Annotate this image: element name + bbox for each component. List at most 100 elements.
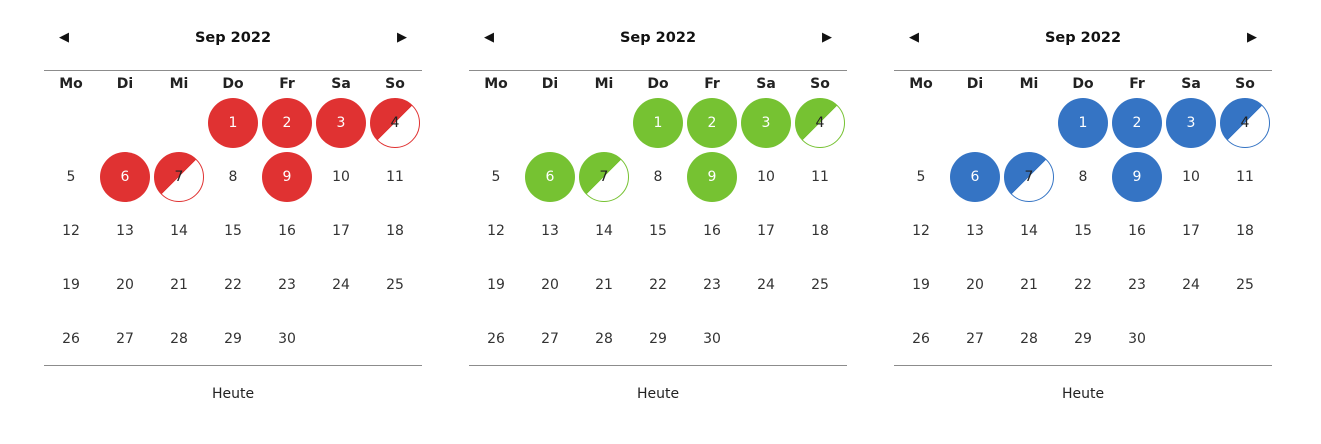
day-cell-booked[interactable]: 3: [314, 96, 368, 150]
day-cell[interactable]: 27: [523, 312, 577, 366]
day-cell[interactable]: 20: [523, 258, 577, 312]
day-cell[interactable]: 24: [739, 258, 793, 312]
day-cell[interactable]: 16: [260, 204, 314, 258]
day-cell[interactable]: 26: [44, 312, 98, 366]
day-cell[interactable]: 10: [739, 150, 793, 204]
day-cell[interactable]: 17: [314, 204, 368, 258]
day-cell[interactable]: 12: [44, 204, 98, 258]
day-cell[interactable]: 14: [577, 204, 631, 258]
day-cell[interactable]: 29: [631, 312, 685, 366]
day-cell[interactable]: 20: [948, 258, 1002, 312]
day-cell[interactable]: 24: [1164, 258, 1218, 312]
day-cell[interactable]: 14: [152, 204, 206, 258]
day-cell[interactable]: 11: [793, 150, 847, 204]
today-button[interactable]: Heute: [1033, 380, 1133, 408]
day-cell[interactable]: 26: [894, 312, 948, 366]
day-cell[interactable]: 21: [577, 258, 631, 312]
day-cell[interactable]: 16: [685, 204, 739, 258]
day-cell-booked[interactable]: 1: [631, 96, 685, 150]
day-cell-booked[interactable]: 6: [523, 150, 577, 204]
day-cell[interactable]: 27: [98, 312, 152, 366]
day-cell[interactable]: 13: [523, 204, 577, 258]
day-cell[interactable]: 23: [685, 258, 739, 312]
day-cell-booked[interactable]: 9: [685, 150, 739, 204]
next-month-button[interactable]: ▶: [811, 22, 843, 54]
day-cell-booked[interactable]: 3: [739, 96, 793, 150]
day-cell[interactable]: 5: [469, 150, 523, 204]
day-cell[interactable]: 28: [152, 312, 206, 366]
day-cell[interactable]: 17: [739, 204, 793, 258]
today-button[interactable]: Heute: [608, 380, 708, 408]
day-cell[interactable]: 8: [206, 150, 260, 204]
day-cell[interactable]: 11: [1218, 150, 1272, 204]
day-cell[interactable]: 18: [368, 204, 422, 258]
day-cell[interactable]: 20: [98, 258, 152, 312]
day-cell[interactable]: 21: [152, 258, 206, 312]
day-cell-booked[interactable]: 9: [1110, 150, 1164, 204]
day-cell[interactable]: 27: [948, 312, 1002, 366]
day-cell[interactable]: 23: [1110, 258, 1164, 312]
prev-month-button[interactable]: ◀: [48, 22, 80, 54]
day-cell-partial[interactable]: 7: [1002, 150, 1056, 204]
day-cell[interactable]: 18: [793, 204, 847, 258]
day-cell[interactable]: 21: [1002, 258, 1056, 312]
day-cell[interactable]: 30: [260, 312, 314, 366]
day-cell[interactable]: 15: [1056, 204, 1110, 258]
day-cell[interactable]: 30: [685, 312, 739, 366]
day-cell[interactable]: 14: [1002, 204, 1056, 258]
day-cell[interactable]: 5: [44, 150, 98, 204]
day-cell[interactable]: 16: [1110, 204, 1164, 258]
day-cell-partial[interactable]: 4: [1218, 96, 1272, 150]
day-cell-booked[interactable]: 6: [98, 150, 152, 204]
day-cell[interactable]: 19: [894, 258, 948, 312]
prev-month-button[interactable]: ◀: [473, 22, 505, 54]
day-cell[interactable]: 28: [1002, 312, 1056, 366]
day-cell[interactable]: 12: [469, 204, 523, 258]
day-cell[interactable]: 13: [948, 204, 1002, 258]
day-cell[interactable]: 24: [314, 258, 368, 312]
day-cell[interactable]: 8: [631, 150, 685, 204]
day-cell-booked[interactable]: 2: [685, 96, 739, 150]
next-month-button[interactable]: ▶: [1236, 22, 1268, 54]
day-cell[interactable]: 25: [793, 258, 847, 312]
day-cell[interactable]: 29: [1056, 312, 1110, 366]
day-cell[interactable]: 11: [368, 150, 422, 204]
day-cell[interactable]: 15: [206, 204, 260, 258]
day-cell-booked[interactable]: 1: [1056, 96, 1110, 150]
day-cell[interactable]: 23: [260, 258, 314, 312]
day-cell[interactable]: 17: [1164, 204, 1218, 258]
day-cell[interactable]: 10: [314, 150, 368, 204]
day-number: 24: [757, 277, 775, 293]
day-cell[interactable]: 10: [1164, 150, 1218, 204]
day-cell[interactable]: 30: [1110, 312, 1164, 366]
day-cell[interactable]: 19: [44, 258, 98, 312]
day-cell-partial[interactable]: 4: [793, 96, 847, 150]
day-cell-partial[interactable]: 7: [577, 150, 631, 204]
next-month-button[interactable]: ▶: [386, 22, 418, 54]
day-cell[interactable]: 25: [1218, 258, 1272, 312]
day-cell[interactable]: 13: [98, 204, 152, 258]
day-cell[interactable]: 19: [469, 258, 523, 312]
day-cell[interactable]: 12: [894, 204, 948, 258]
day-cell-booked[interactable]: 1: [206, 96, 260, 150]
day-cell[interactable]: 25: [368, 258, 422, 312]
today-button[interactable]: Heute: [183, 380, 283, 408]
prev-month-button[interactable]: ◀: [898, 22, 930, 54]
day-cell[interactable]: 28: [577, 312, 631, 366]
day-cell[interactable]: 5: [894, 150, 948, 204]
day-cell-partial[interactable]: 4: [368, 96, 422, 150]
day-cell-booked[interactable]: 9: [260, 150, 314, 204]
day-cell-partial[interactable]: 7: [152, 150, 206, 204]
day-cell[interactable]: 22: [631, 258, 685, 312]
day-cell[interactable]: 18: [1218, 204, 1272, 258]
day-cell-booked[interactable]: 3: [1164, 96, 1218, 150]
day-cell[interactable]: 29: [206, 312, 260, 366]
day-cell[interactable]: 22: [1056, 258, 1110, 312]
day-cell[interactable]: 15: [631, 204, 685, 258]
day-cell-booked[interactable]: 2: [1110, 96, 1164, 150]
day-cell[interactable]: 26: [469, 312, 523, 366]
day-cell[interactable]: 22: [206, 258, 260, 312]
day-cell[interactable]: 8: [1056, 150, 1110, 204]
day-cell-booked[interactable]: 2: [260, 96, 314, 150]
day-cell-booked[interactable]: 6: [948, 150, 1002, 204]
